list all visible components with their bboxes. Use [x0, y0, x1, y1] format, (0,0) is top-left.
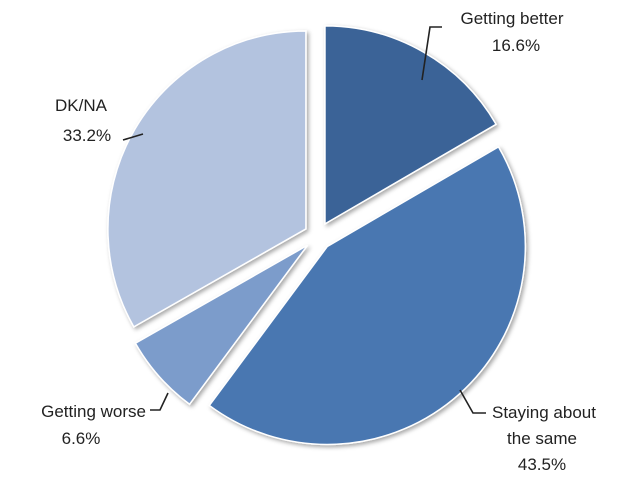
slice-label-dk-na: DK/NA: [55, 96, 108, 115]
slice-label-getting-better: Getting better: [460, 9, 563, 28]
leader-line-getting-better: [421, 26, 442, 81]
slice-value-getting-better: 16.6%: [492, 36, 540, 55]
leader-line-dk-na: [122, 133, 144, 141]
slice-value-getting-worse: 6.6%: [62, 429, 101, 448]
slice-label-getting-worse: Getting worse: [41, 402, 146, 421]
pie-slice-staying-about-the-same: [208, 145, 527, 446]
slice-label-staying-line1: Staying about: [492, 403, 596, 422]
pie-slice-getting-worse: [134, 244, 309, 406]
pie-slice-dk-na: [107, 30, 307, 328]
leader-line-getting-worse: [150, 392, 169, 411]
slice-label-staying-line2: the same: [507, 429, 577, 448]
pie-slice-getting-better: [324, 25, 498, 226]
slice-value-staying-about-the-same: 43.5%: [518, 455, 566, 474]
leader-line-staying-about-the-same: [459, 389, 486, 414]
slice-value-dk-na: 33.2%: [63, 126, 111, 145]
